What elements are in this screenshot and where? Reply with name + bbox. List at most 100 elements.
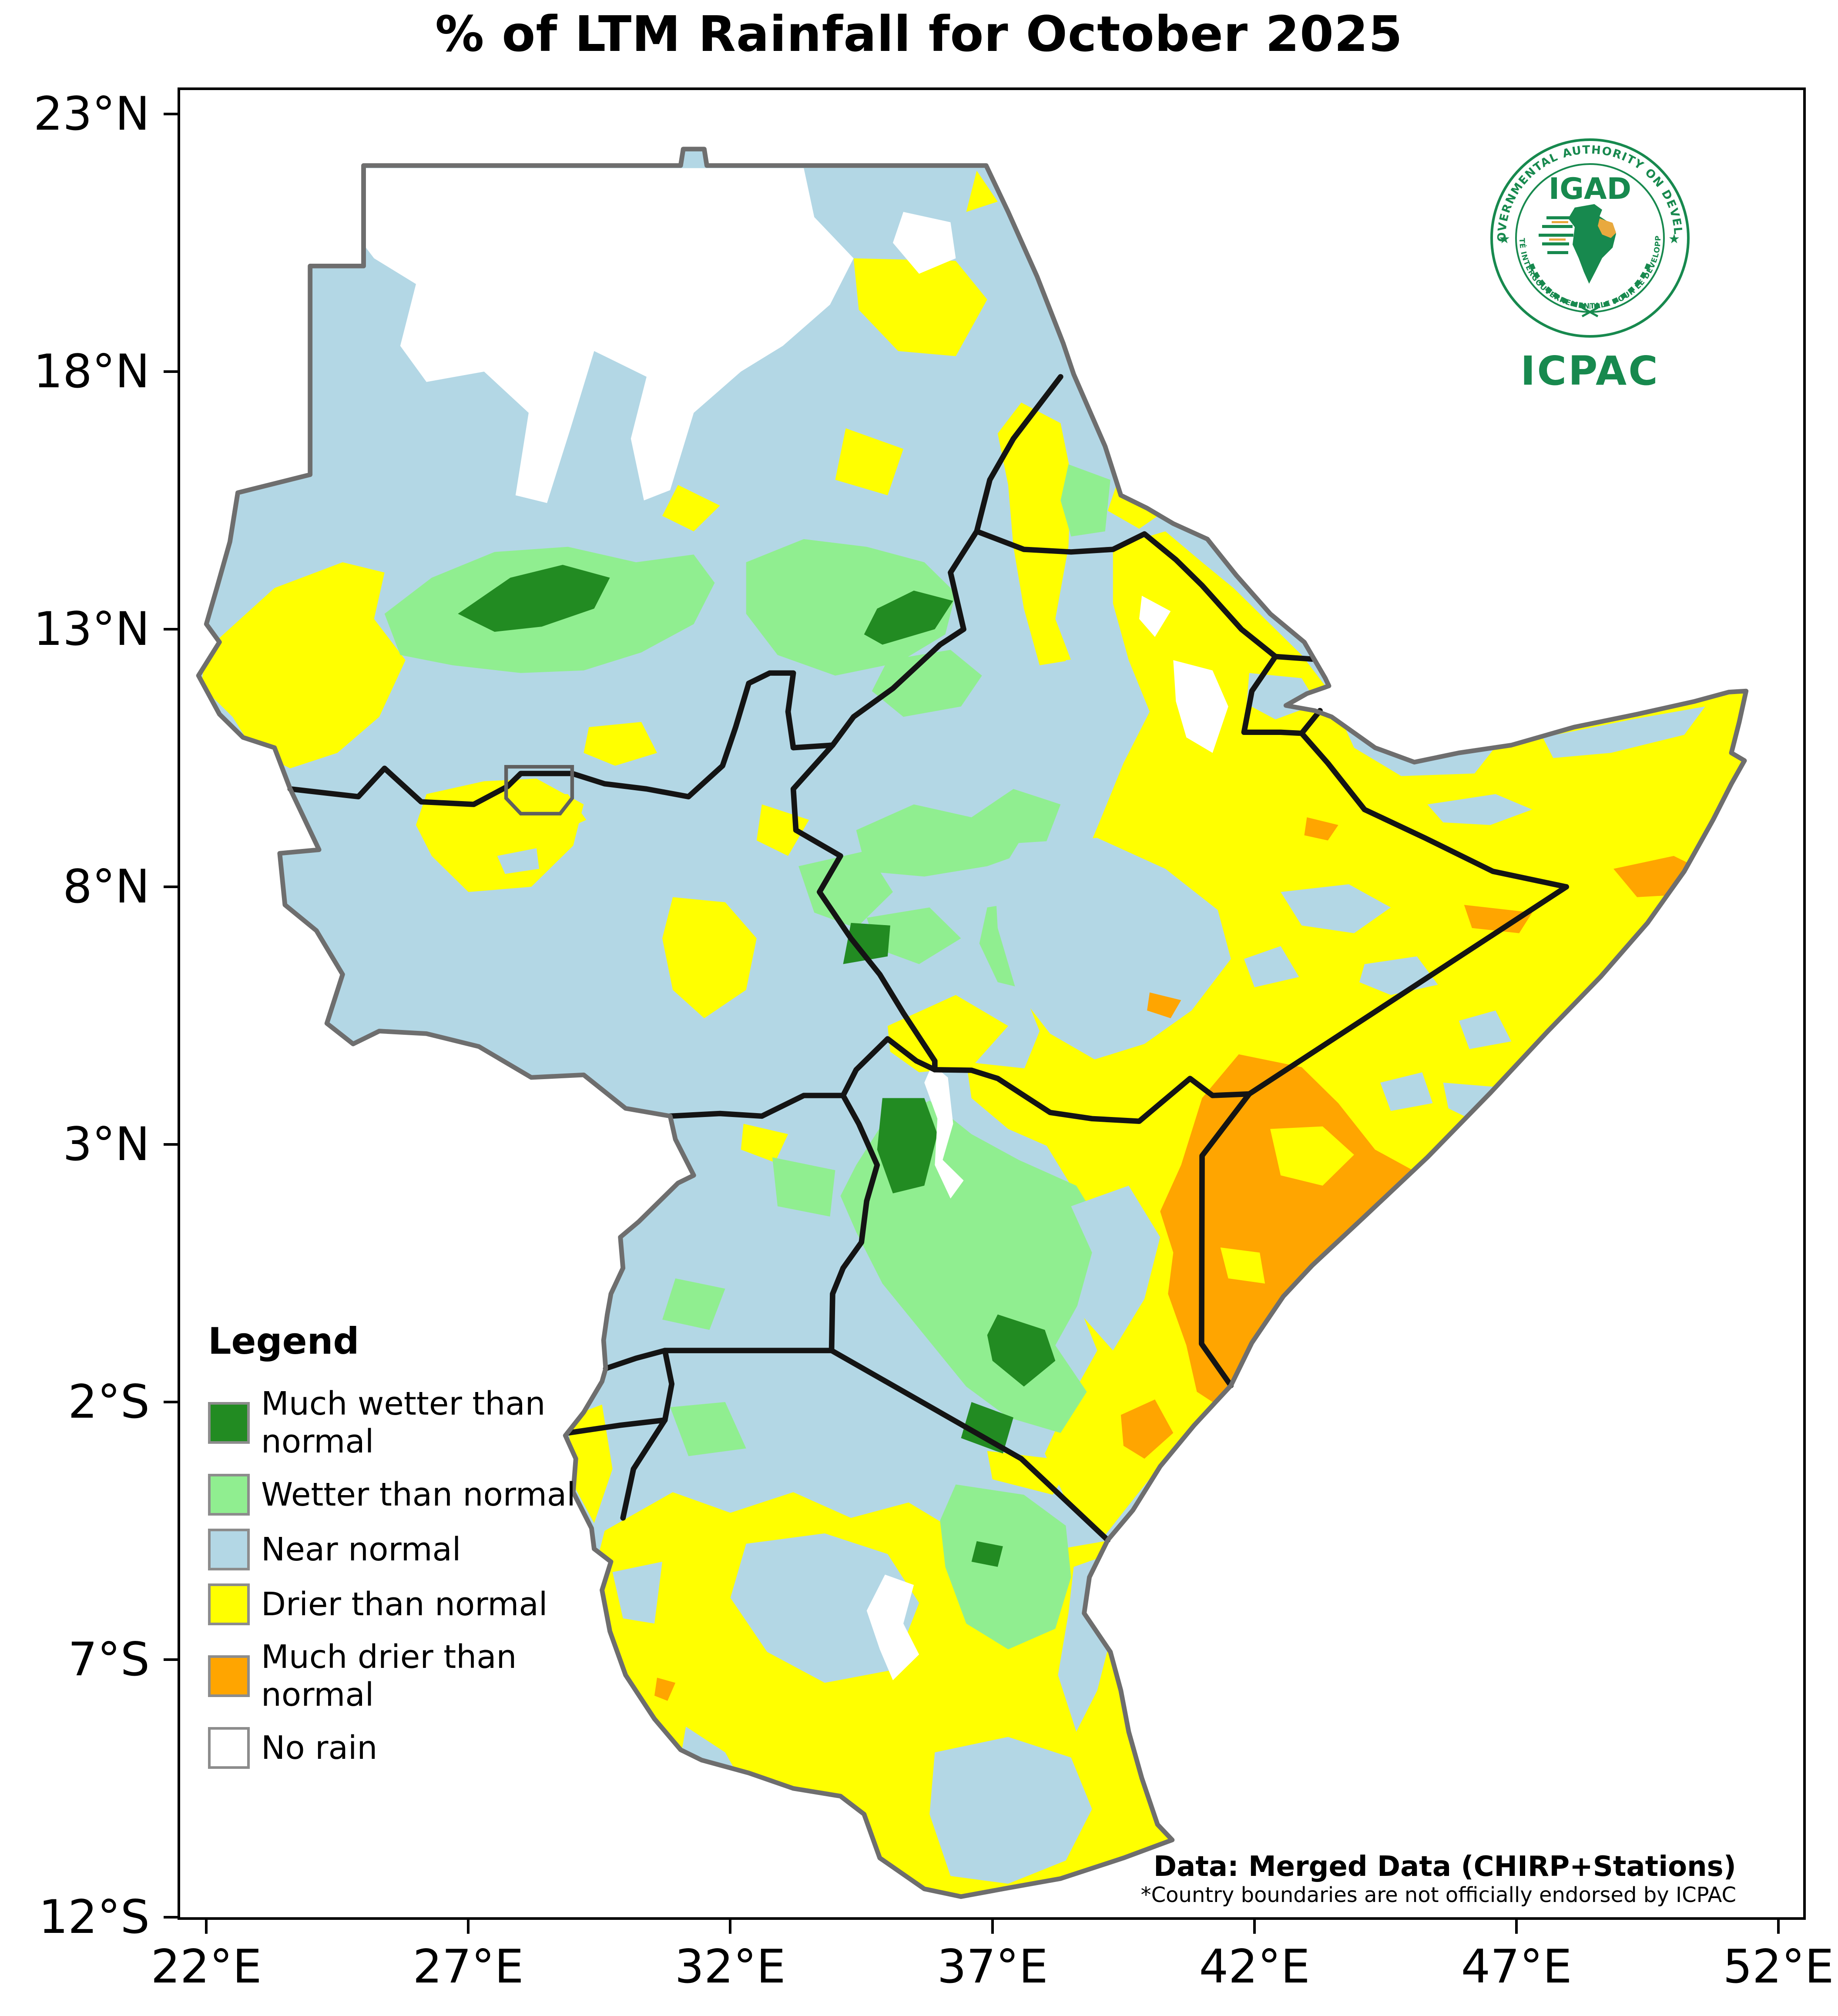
- patch-drier: [987, 1451, 1074, 1495]
- patch-much-drier: [1120, 1399, 1174, 1459]
- x-axis-label: 47°E: [1461, 1940, 1572, 1993]
- x-axis-label: 22°E: [151, 1940, 262, 1993]
- border-burundi-tanzania: [620, 1417, 668, 1521]
- y-tick: [164, 1401, 178, 1403]
- patch-near-normal: [929, 1737, 1092, 1884]
- legend-title: Legend: [208, 1320, 359, 1362]
- patch-drier: [1270, 1126, 1354, 1186]
- x-axis-label: 37°E: [937, 1940, 1048, 1993]
- legend-item: Much drier than normal: [208, 1638, 647, 1714]
- speed-line: [1542, 225, 1573, 228]
- x-tick: [467, 1920, 470, 1934]
- border-sudan-southsudan: [287, 670, 835, 807]
- patches-much-drier: [654, 817, 1705, 1701]
- legend-label: Much wetter than normal: [261, 1385, 546, 1460]
- legend-swatch-wetter: [208, 1474, 250, 1516]
- x-tick: [729, 1920, 731, 1934]
- legend-swatch-much-drier: [208, 1655, 250, 1697]
- patch-wetter: [798, 851, 893, 928]
- laurel-left: [1529, 263, 1590, 309]
- x-tick: [1253, 1920, 1256, 1934]
- igad-seal: INTERGOVERNMENTAL AUTHORITY ON DEVELOPME…: [1479, 124, 1690, 338]
- legend-label: No rain: [261, 1729, 378, 1767]
- x-tick: [1777, 1920, 1780, 1934]
- patch-no-rain: [1173, 660, 1228, 753]
- patch-no-rain: [358, 168, 854, 503]
- igad-logo: INTERGOVERNMENTAL AUTHORITY ON DEVELOPME…: [1477, 124, 1703, 394]
- patches-drier-holes: [1220, 1126, 1354, 1284]
- patch-wetter: [1060, 464, 1110, 537]
- patch-near-normal: [1343, 725, 1496, 776]
- speed-line: [1547, 251, 1568, 254]
- patch-drier: [584, 722, 657, 766]
- x-tick: [1515, 1920, 1518, 1934]
- patch-wetter: [662, 1278, 725, 1330]
- patch-drier: [887, 995, 1008, 1073]
- legend-label: Much drier than normal: [261, 1638, 517, 1714]
- star-icon: ★: [1499, 231, 1510, 247]
- legend-swatch-drier: [208, 1583, 250, 1625]
- x-axis-label: 52°E: [1723, 1940, 1834, 1993]
- patch-wetter: [940, 1484, 1071, 1650]
- border-rwanda-uganda: [603, 1348, 668, 1372]
- patch-near-normal: [1071, 1185, 1160, 1351]
- border-ethiopia-kenya: [932, 1067, 1252, 1124]
- border-kenya-tanzania: [828, 1348, 1111, 1543]
- y-axis-label: 7°S: [68, 1633, 150, 1686]
- y-axis-label: 23°N: [33, 87, 150, 141]
- icpac-label: ICPAC: [1520, 348, 1660, 394]
- igad-acronym: IGAD: [1549, 172, 1631, 206]
- border-rwanda-burundi: [565, 1417, 668, 1436]
- patch-near-normal: [1008, 732, 1108, 789]
- patches-much-wetter: [458, 565, 1056, 1567]
- border-rwanda-tanzania: [662, 1348, 675, 1423]
- y-tick: [164, 886, 178, 888]
- patch-wetter: [746, 539, 956, 676]
- y-axis-label: 3°N: [63, 1117, 150, 1171]
- legend-item: Wetter than normal: [208, 1474, 647, 1516]
- patch-near-normal: [1459, 1010, 1512, 1049]
- patch-drier: [997, 403, 1071, 665]
- map-plot-area: Legend Much wetter than normal Wetter th…: [178, 87, 1806, 1920]
- border-ethiopia-somalia: [1246, 884, 1569, 1097]
- border-eritrea-ethiopia: [974, 528, 1278, 660]
- speed-lines-orange: [1549, 221, 1568, 241]
- patch-near-normal: [1060, 655, 1129, 701]
- patch-much-drier: [1147, 992, 1181, 1018]
- patch-wetter: [772, 1157, 835, 1217]
- patch-much-drier: [1304, 817, 1338, 841]
- speed-line: [1546, 216, 1570, 219]
- map-legend: Legend Much wetter than normal Wetter th…: [208, 1320, 647, 1782]
- patch-much-drier: [1464, 905, 1533, 933]
- border-southsudan-ethiopia: [790, 742, 938, 1073]
- patch-near-normal: [1244, 946, 1299, 987]
- x-axis-label: 27°E: [413, 1940, 524, 1993]
- gha-rainfall-map: [196, 147, 1749, 1899]
- patches-drier-overlay: [966, 1062, 1097, 1495]
- y-axis-label: 18°N: [33, 345, 150, 398]
- x-axis-label: 32°E: [674, 1940, 786, 1993]
- patch-near-normal: [730, 1533, 919, 1683]
- patch-near-normal: [612, 1562, 663, 1624]
- patch-drier: [1220, 1247, 1265, 1284]
- patch-wetter: [866, 907, 961, 964]
- patch-much-wetter: [458, 565, 610, 632]
- patch-wetter: [856, 789, 1061, 877]
- y-tick: [164, 1658, 178, 1661]
- patch-much-wetter: [961, 1402, 1013, 1454]
- patch-near-normal: [1427, 794, 1533, 825]
- y-tick: [164, 1916, 178, 1919]
- patch-drier: [853, 258, 987, 356]
- patch-near-normal: [1543, 706, 1705, 758]
- patch-near-normal: [1380, 1072, 1433, 1111]
- y-tick: [164, 628, 178, 631]
- region-outline: [196, 147, 1749, 1899]
- border-kenya-somalia: [1199, 1091, 1252, 1389]
- border-ethiopia-somaliland: [1299, 730, 1569, 890]
- patch-much-wetter: [987, 1314, 1056, 1387]
- border-sudan-ethiopia: [830, 528, 979, 748]
- speed-lines: [1539, 216, 1573, 254]
- patch-drier: [662, 485, 720, 532]
- legend-item: Near normal: [208, 1529, 647, 1570]
- speed-line: [1539, 234, 1573, 237]
